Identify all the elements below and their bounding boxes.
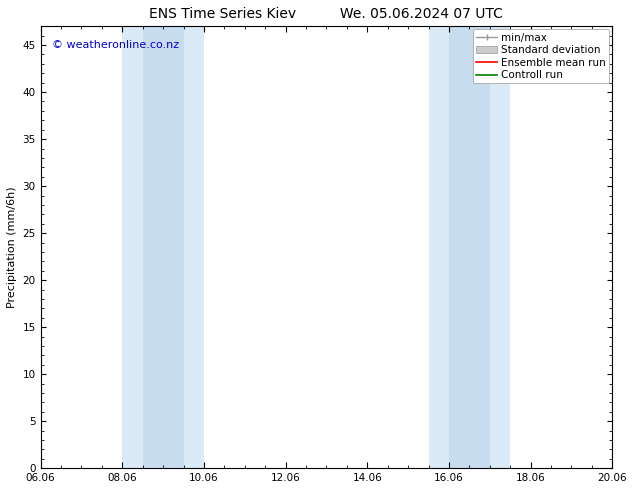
Bar	[449, 26, 489, 468]
Bar	[122, 26, 143, 468]
Bar	[489, 26, 510, 468]
Text: © weatheronline.co.nz: © weatheronline.co.nz	[52, 40, 179, 49]
Legend: min/max, Standard deviation, Ensemble mean run, Controll run: min/max, Standard deviation, Ensemble me…	[473, 29, 609, 83]
Bar	[143, 26, 183, 468]
Bar	[183, 26, 204, 468]
Bar	[429, 26, 449, 468]
Y-axis label: Precipitation (mm/6h): Precipitation (mm/6h)	[7, 186, 17, 308]
Title: ENS Time Series Kiev          We. 05.06.2024 07 UTC: ENS Time Series Kiev We. 05.06.2024 07 U…	[150, 7, 503, 21]
